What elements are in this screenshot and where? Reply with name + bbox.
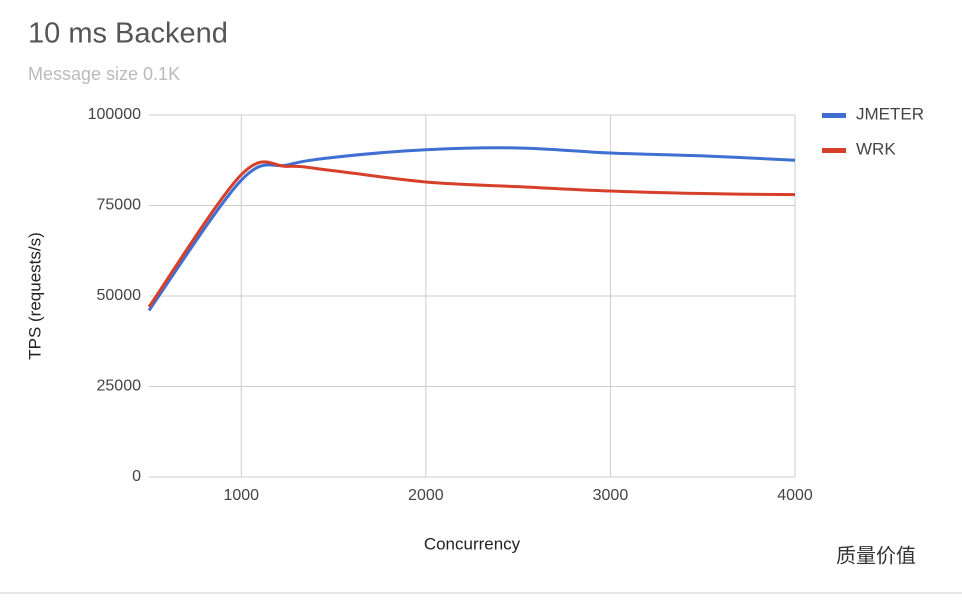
legend-swatch <box>822 148 846 153</box>
legend-label: WRK <box>856 139 896 158</box>
legend-swatch <box>822 113 846 118</box>
series-line <box>147 146 796 312</box>
y-tick-label: 100000 <box>88 106 141 123</box>
watermark: 质量价值 <box>836 544 916 567</box>
x-tick-label: 3000 <box>593 487 629 504</box>
legend-label: JMETER <box>856 104 924 123</box>
x-tick-label: 1000 <box>223 487 259 504</box>
y-tick-label: 0 <box>132 468 141 485</box>
y-axis-label: TPS (requests/s) <box>25 232 44 360</box>
x-tick-label: 4000 <box>777 487 813 504</box>
chart-title: 10 ms Backend <box>28 18 228 50</box>
series-line <box>147 160 796 308</box>
x-tick-label: 2000 <box>408 487 444 504</box>
y-tick-label: 50000 <box>97 287 142 304</box>
chart-subtitle: Message size 0.1K <box>28 64 180 84</box>
y-tick-label: 25000 <box>97 378 142 395</box>
y-tick-label: 75000 <box>97 197 142 214</box>
x-axis-label: Concurrency <box>424 534 521 553</box>
